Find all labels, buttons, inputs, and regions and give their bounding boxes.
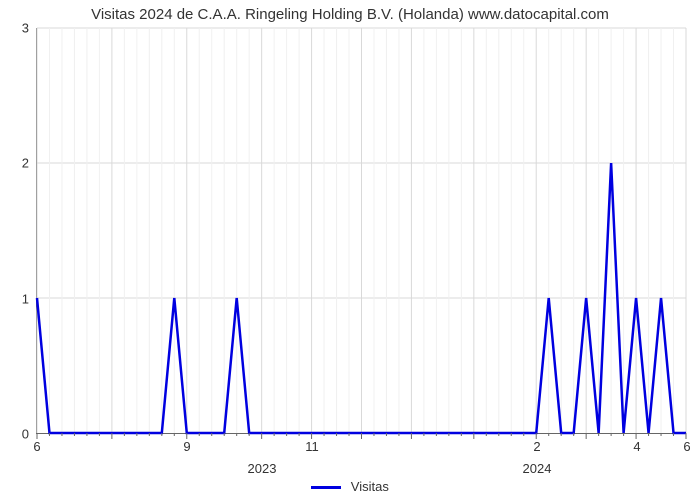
y-tick-label: 2 [22,156,29,171]
chart-plot-area: 0123691124620232024 [36,28,686,434]
legend-series-label: Visitas [351,479,389,494]
x-year-label: 2024 [523,461,552,476]
x-tick-label: 6 [33,439,40,454]
chart-title: Visitas 2024 de C.A.A. Ringeling Holding… [0,6,700,23]
x-tick-label: 11 [305,439,319,454]
y-tick-label: 1 [22,291,29,306]
x-tick-label: 4 [633,439,640,454]
legend-swatch [311,486,341,489]
y-tick-label: 0 [22,427,29,442]
x-year-label: 2023 [248,461,277,476]
chart-legend: Visitas [0,479,700,494]
x-tick-label: 9 [183,439,190,454]
x-tick-label: 2 [533,439,540,454]
x-tick-label: 6 [683,439,690,454]
y-tick-label: 3 [22,21,29,36]
